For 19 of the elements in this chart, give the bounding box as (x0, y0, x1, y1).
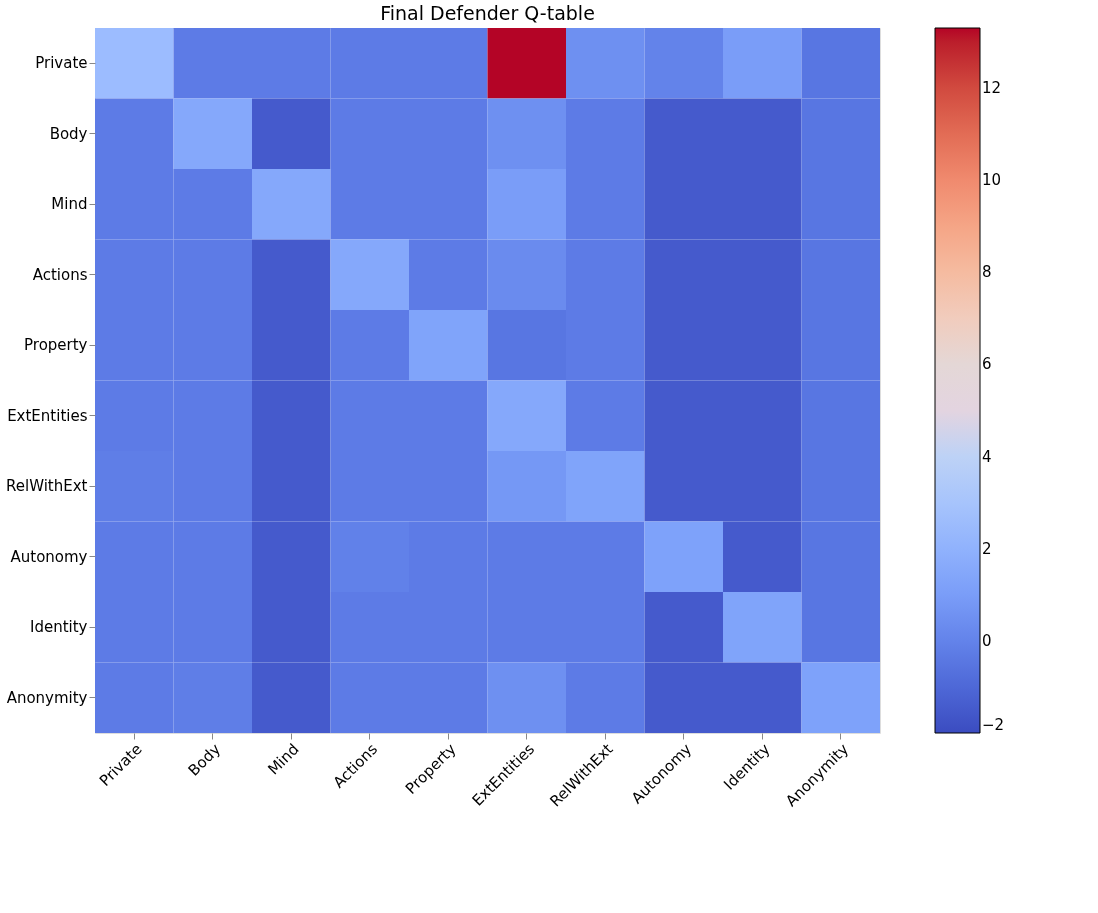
y-tick-label: Anonymity (6, 688, 88, 707)
color-bar-label: 6 (982, 355, 992, 374)
y-tick-label: Identity (30, 618, 88, 637)
chart-title: Final Defender Q-table (380, 2, 595, 24)
y-tick-label: Actions (32, 265, 88, 284)
color-bar-label: 2 (982, 539, 992, 558)
color-bar-label: −2 (982, 716, 1005, 734)
y-tick-label: ExtEntities (7, 406, 88, 425)
y-tick-label: Private (35, 54, 88, 73)
color-bar-label: 8 (982, 263, 992, 282)
color-bar-label: 4 (982, 447, 992, 466)
y-tick-label: Property (24, 336, 88, 355)
y-tick-label: Mind (51, 195, 88, 214)
color-bar-label: 10 (982, 171, 1002, 190)
y-tick-label: RelWithExt (6, 477, 88, 496)
y-tick-label: Autonomy (10, 547, 88, 566)
color-bar-label: 0 (982, 631, 992, 650)
y-tick-label: Body (49, 124, 88, 143)
color-bar-label: 12 (982, 78, 1002, 97)
